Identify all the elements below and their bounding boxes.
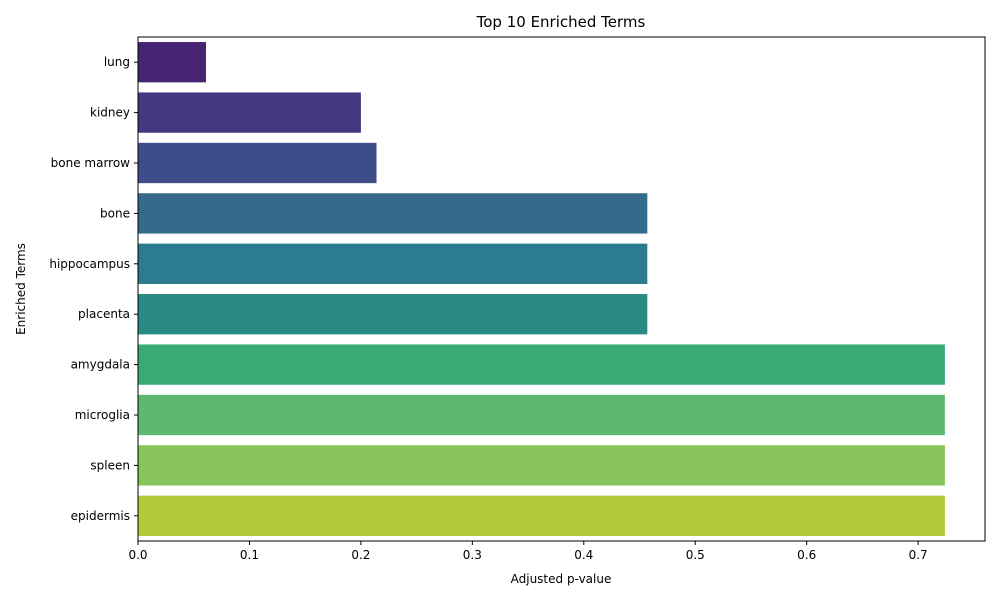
bars-group <box>138 42 945 536</box>
y-tick-label: amygdala <box>71 358 130 372</box>
y-tick-label: lung <box>104 55 130 69</box>
chart-title: Top 10 Enriched Terms <box>476 13 646 31</box>
x-tick-label: 0.6 <box>797 548 816 562</box>
x-tick-label: 0.3 <box>463 548 482 562</box>
x-tick-label: 0.2 <box>351 548 370 562</box>
y-tick-label: bone marrow <box>51 156 131 170</box>
x-tick-label: 0.1 <box>240 548 259 562</box>
y-tick-label: hippocampus <box>49 257 130 271</box>
bar-bone <box>138 193 648 234</box>
y-tick-label: spleen <box>90 458 130 472</box>
bar-amygdala <box>138 344 945 385</box>
x-axis-label: Adjusted p-value <box>511 572 612 586</box>
y-tick-label: microglia <box>75 408 130 422</box>
y-tick-label: placenta <box>78 307 130 321</box>
axes-frame <box>137 36 986 542</box>
bar-placenta <box>138 294 648 335</box>
bar-lung <box>138 42 206 83</box>
plot-border <box>137 36 986 542</box>
y-tick-label: epidermis <box>71 509 130 523</box>
y-tick-label: bone <box>100 206 130 220</box>
x-tick-label: 0.5 <box>686 548 705 562</box>
y-axis-label: Enriched Terms <box>14 243 28 335</box>
bar-bone-marrow <box>138 142 377 184</box>
y-axis-ticks: lung kidney bone marrow bone hippocampus plac… <box>49 55 138 523</box>
bar-microglia <box>138 394 945 436</box>
x-tick-label: 0.7 <box>909 548 928 562</box>
bar-spleen <box>138 445 945 486</box>
bar-kidney <box>138 92 361 133</box>
x-tick-label: 0.4 <box>574 548 593 562</box>
x-tick-label: 0.0 <box>128 548 147 562</box>
y-tick-label: kidney <box>90 106 130 120</box>
x-axis-ticks: 0.0 0.1 0.2 0.3 0.4 0.5 0.6 0.7 <box>128 541 928 562</box>
bar-hippocampus <box>138 243 648 284</box>
bar-epidermis <box>138 495 945 536</box>
